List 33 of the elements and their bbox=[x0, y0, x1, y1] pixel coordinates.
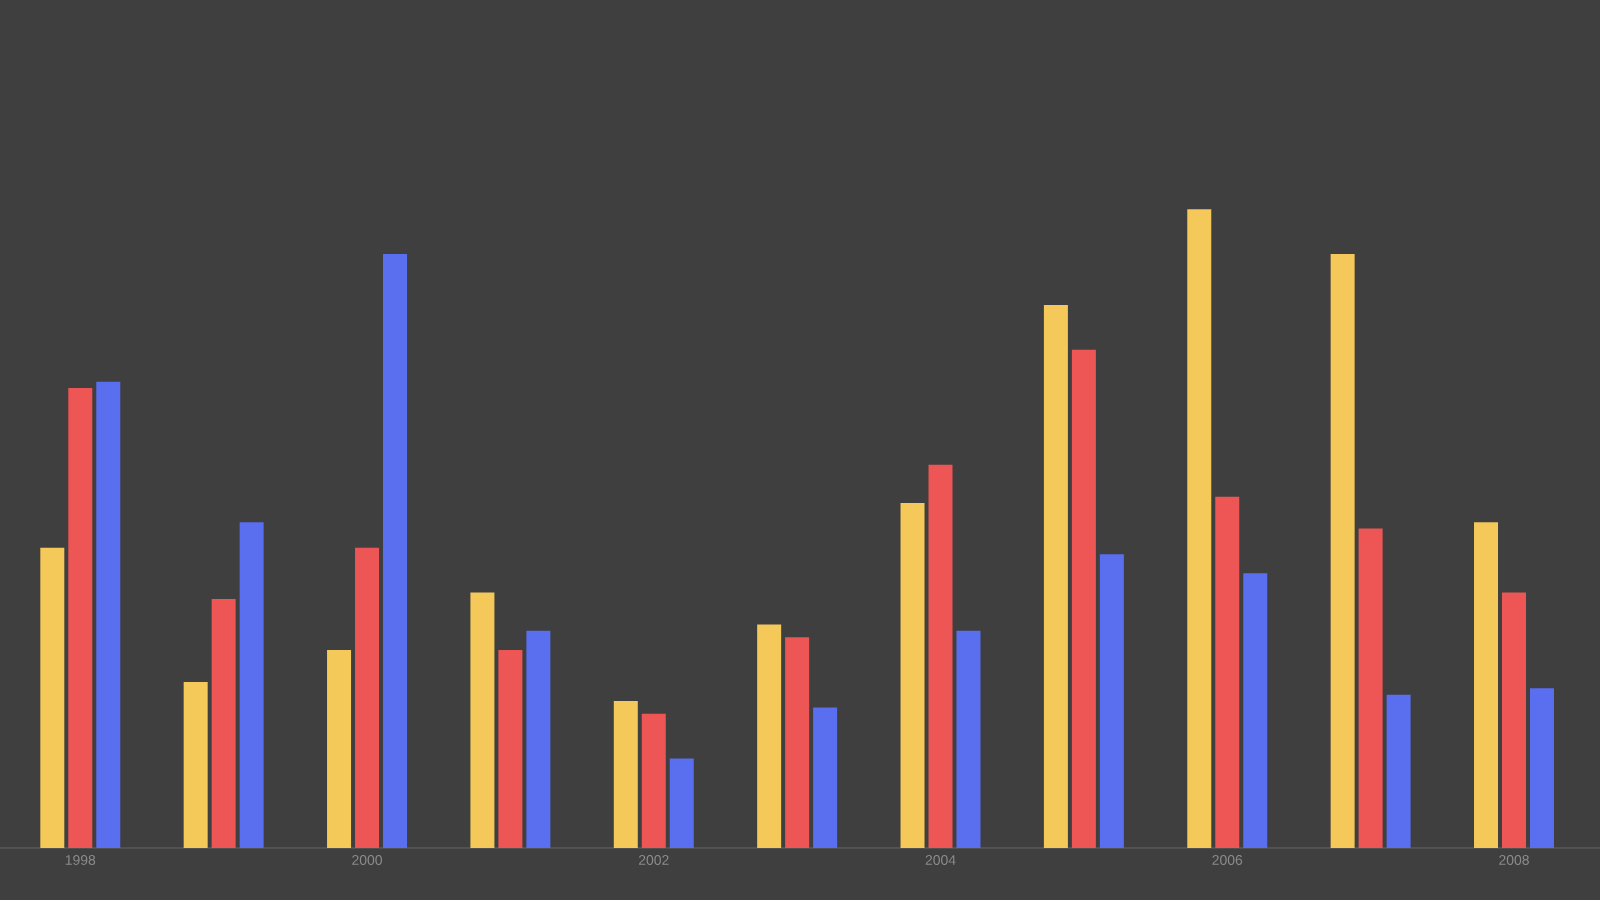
bar bbox=[1187, 209, 1212, 848]
bar bbox=[183, 681, 208, 848]
bar bbox=[355, 547, 380, 848]
bar bbox=[498, 649, 523, 848]
bar bbox=[68, 388, 93, 848]
bar bbox=[613, 701, 638, 848]
bar bbox=[956, 630, 981, 848]
bar bbox=[813, 707, 838, 848]
bar bbox=[383, 253, 408, 848]
bar bbox=[1043, 305, 1068, 848]
bar bbox=[1529, 688, 1554, 848]
bar bbox=[757, 624, 782, 848]
bar bbox=[1243, 573, 1268, 848]
bar bbox=[641, 713, 666, 848]
bar bbox=[239, 522, 264, 848]
bar bbox=[928, 464, 953, 848]
bar bbox=[1474, 522, 1499, 848]
bar bbox=[470, 592, 495, 848]
bar bbox=[669, 758, 694, 848]
bar bbox=[785, 637, 810, 848]
bar bbox=[96, 381, 121, 848]
bar bbox=[1330, 253, 1355, 848]
bar bbox=[1502, 592, 1526, 848]
bar bbox=[1071, 349, 1096, 848]
bar bbox=[900, 503, 925, 848]
bar bbox=[1215, 496, 1240, 848]
bar bbox=[1099, 554, 1124, 848]
bar bbox=[1358, 528, 1383, 848]
bar bbox=[526, 630, 551, 848]
bar bbox=[211, 598, 236, 848]
bar bbox=[40, 547, 65, 848]
bar bbox=[1386, 694, 1411, 848]
bar bbox=[327, 649, 352, 848]
